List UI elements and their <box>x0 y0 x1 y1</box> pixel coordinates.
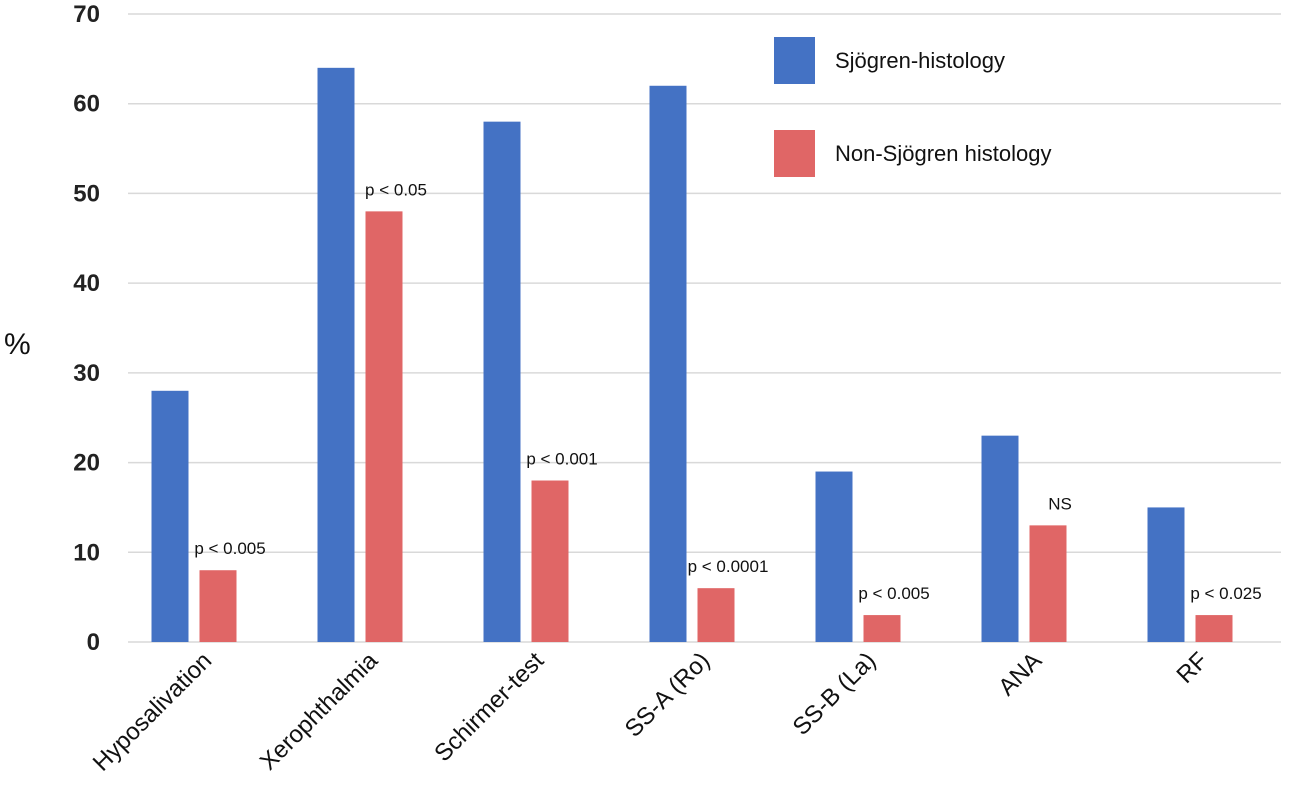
bar <box>1147 507 1185 642</box>
bar <box>1029 525 1067 642</box>
y-axis-label: % <box>4 328 31 361</box>
x-tick-label: Hyposalivation <box>88 647 217 776</box>
legend-swatch <box>774 37 815 84</box>
bar <box>697 588 735 642</box>
gridlines <box>128 13 1281 643</box>
x-tick-label: Schirmer-test <box>429 647 549 767</box>
legend-label: Sjögren-histology <box>835 48 1005 73</box>
bar <box>199 570 237 642</box>
bar <box>483 121 521 642</box>
bars <box>151 67 1233 643</box>
bar <box>863 615 901 642</box>
annotation-label: p < 0.025 <box>1190 584 1261 603</box>
bar <box>317 67 355 643</box>
bar <box>531 480 569 642</box>
y-tick-label: 60 <box>73 91 100 118</box>
y-axis-ticks: 0 10 20 30 40 50 60 70 <box>73 1 100 656</box>
annotation-label: p < 0.001 <box>526 450 597 469</box>
bar <box>815 471 853 642</box>
annotation-label: p < 0.0001 <box>688 557 769 576</box>
bar <box>151 390 189 642</box>
x-tick-label: SS-B (La) <box>788 647 882 741</box>
bar <box>1195 615 1233 642</box>
bar <box>981 435 1019 642</box>
x-tick-label: ANA <box>993 647 1047 701</box>
annotation-label: NS <box>1048 494 1072 513</box>
annotation-label: p < 0.005 <box>194 539 265 558</box>
y-tick-label: 70 <box>73 1 100 28</box>
bar <box>365 211 403 642</box>
legend-swatch <box>774 130 815 177</box>
y-tick-label: 50 <box>73 180 100 207</box>
annotation-label: p < 0.05 <box>365 180 427 199</box>
legend-label: Non-Sjögren histology <box>835 141 1051 166</box>
y-tick-label: 30 <box>73 360 100 387</box>
x-axis-ticks: Hyposalivation Xerophthalmia Schirmer-test… <box>88 647 1213 777</box>
x-tick-label: RF <box>1172 647 1214 689</box>
y-tick-label: 0 <box>87 629 100 656</box>
annotation-label: p < 0.005 <box>858 584 929 603</box>
x-tick-label: Xerophthalmia <box>255 647 384 776</box>
y-tick-label: 40 <box>73 270 100 297</box>
annotations: p < 0.005 p < 0.05 p < 0.001 p < 0.0001 p < … <box>194 180 1261 603</box>
y-tick-label: 20 <box>73 450 100 477</box>
legend: Sjögren-histology Non-Sjögren histology <box>774 37 1051 177</box>
x-tick-label: SS-A (Ro) <box>620 647 715 742</box>
bar <box>649 85 687 643</box>
y-tick-label: 10 <box>73 539 100 566</box>
